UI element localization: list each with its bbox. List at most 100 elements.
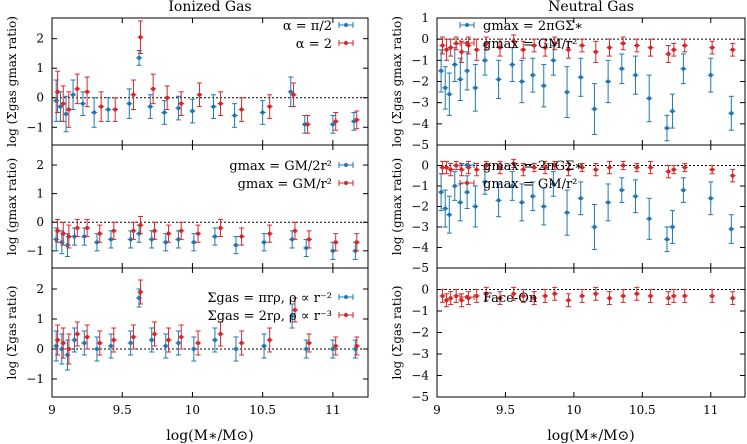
data-point <box>354 117 359 122</box>
data-point <box>710 167 715 172</box>
y-axis-label: log (Σgas ratio) <box>5 286 19 380</box>
data-point <box>666 51 671 56</box>
data-point <box>330 122 335 127</box>
data-point <box>454 41 459 46</box>
data-point <box>592 225 597 229</box>
data-point <box>458 200 463 205</box>
data-point <box>448 167 453 172</box>
y-tick-label: −2 <box>411 75 429 89</box>
y-tick-label: −3 <box>411 347 429 361</box>
data-point <box>730 173 735 178</box>
data-point <box>267 231 272 236</box>
data-point <box>75 86 80 91</box>
data-point <box>607 45 612 50</box>
data-point <box>454 163 459 168</box>
data-point <box>440 43 445 48</box>
data-point <box>633 194 638 199</box>
data-point <box>288 89 293 94</box>
y-tick-label: 0 <box>36 342 44 356</box>
data-point <box>511 161 516 166</box>
data-point <box>330 248 335 253</box>
panel-0: −1 0 1 2 log (Σgas gmax ratio) α = π/2 α = 2 <box>5 16 369 147</box>
data-point <box>106 107 111 112</box>
data-point <box>307 341 312 345</box>
data-point <box>647 216 652 221</box>
legend-marker-dot <box>465 23 469 27</box>
data-point <box>552 41 557 46</box>
y-tick-label: −1 <box>26 372 44 386</box>
data-point <box>443 206 448 211</box>
data-point <box>482 58 487 63</box>
data-point <box>541 83 546 88</box>
data-point <box>354 240 359 245</box>
data-point <box>151 86 156 91</box>
data-point <box>543 45 548 50</box>
data-point <box>519 79 524 84</box>
data-point <box>111 338 116 342</box>
legend-label: Face-On <box>483 291 538 306</box>
data-point <box>593 167 598 172</box>
y-tick-label: 1 <box>36 61 44 75</box>
data-point <box>521 293 526 298</box>
y-axis-label: log (gmax ratio) <box>390 158 404 256</box>
data-point <box>165 95 170 100</box>
data-point <box>290 314 295 318</box>
legend-label: α = π/2 <box>283 19 332 34</box>
data-point <box>137 55 142 60</box>
data-point <box>648 293 653 298</box>
data-point <box>85 335 90 339</box>
y-axis-label: log (Σgas gmax ratio) <box>390 16 404 147</box>
data-point <box>108 237 113 242</box>
data-point <box>510 184 515 188</box>
y-tick-label: −3 <box>411 220 429 234</box>
data-point <box>113 107 118 112</box>
data-point <box>108 344 113 348</box>
x-tick-label: 9.5 <box>496 403 515 417</box>
data-point <box>511 39 516 44</box>
legend-marker-dot <box>344 181 348 185</box>
data-point <box>440 293 445 298</box>
data-point <box>459 167 464 172</box>
data-point <box>530 194 535 199</box>
data-point <box>551 181 556 186</box>
data-point <box>730 47 735 52</box>
data-point <box>233 347 238 351</box>
x-tick-label: 10.5 <box>249 403 276 417</box>
data-point <box>61 101 66 106</box>
data-point <box>61 341 66 345</box>
data-point <box>149 237 154 242</box>
data-point <box>307 237 312 242</box>
data-point <box>163 344 168 348</box>
data-point <box>484 163 489 168</box>
data-point <box>607 296 612 301</box>
y-tick-label: 0 <box>421 283 429 297</box>
data-point <box>634 165 639 170</box>
data-point <box>72 234 77 239</box>
data-point <box>72 338 77 342</box>
y-tick-label: −3 <box>411 96 429 110</box>
data-point <box>330 347 335 351</box>
panel-4: −5 −4 −3 −2 −1 0 log (gmax ratio) gmax = 2πGΣ∗ g… <box>390 144 746 275</box>
y-tick-label: −4 <box>411 241 429 255</box>
panel-2: −1 0 1 2 9 9.5 10 10.5 11 log (Σgas ratio) Σgas = … <box>5 267 369 417</box>
data-point <box>619 66 624 71</box>
y-axis-label: log (gmax ratio) <box>5 158 19 256</box>
data-point <box>606 79 611 84</box>
data-point <box>292 308 297 312</box>
data-point <box>474 293 479 298</box>
data-point <box>519 200 524 205</box>
data-point <box>566 167 571 172</box>
legend-marker-dot <box>465 181 469 185</box>
data-point <box>58 104 63 109</box>
data-point <box>593 49 598 54</box>
data-point <box>543 165 548 170</box>
data-point <box>484 291 489 296</box>
data-point <box>179 101 184 106</box>
legend-marker-dot <box>344 295 348 299</box>
data-point <box>681 188 686 193</box>
data-point <box>304 347 309 351</box>
data-point <box>465 190 470 195</box>
data-point <box>459 298 464 303</box>
data-point <box>580 293 585 298</box>
